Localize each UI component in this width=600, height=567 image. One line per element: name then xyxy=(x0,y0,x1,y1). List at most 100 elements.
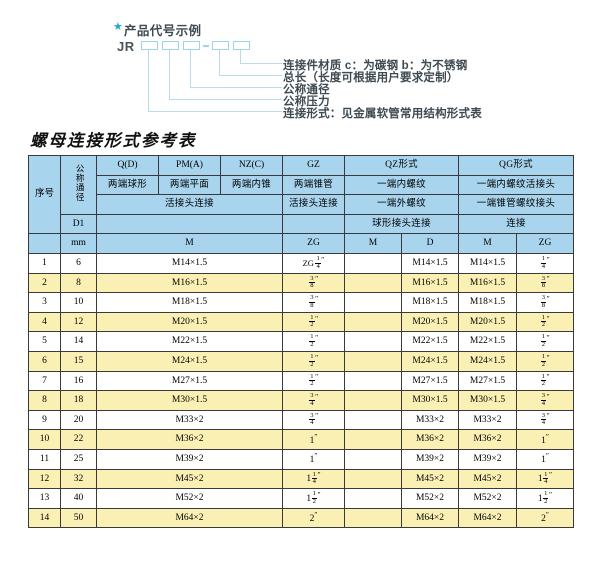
cell-qg-zg: 1 2 ″ xyxy=(515,331,575,352)
code-note-conn-type: 连接形式：见金属软管常用结构形式表 xyxy=(283,108,482,120)
cell-qg-zg: 1 2 ″ xyxy=(515,311,575,333)
code-note-bore: 公称通径 xyxy=(283,84,330,96)
cell-qz-m xyxy=(344,252,402,274)
code-box-1 xyxy=(141,41,158,50)
cell-gz: 3 4 ″ xyxy=(282,409,345,431)
header-endtype-gz: 两端锥管 xyxy=(282,174,345,196)
table-row: 5 14 M22×1.5 1 2 ″ M22×1.5 M22×1.5 1 2 ″ xyxy=(28,331,575,352)
cell-gz: 1 2 ″ xyxy=(282,331,345,352)
leader-line-5-vertical xyxy=(148,50,150,112)
cell-thread-m: M33×2 xyxy=(96,409,283,431)
cell-qg-zg: 1 1 2 ″ xyxy=(515,488,575,509)
cell-thread-m: M18×1.5 xyxy=(96,292,283,313)
cell-qz-m xyxy=(344,468,402,490)
header-unit-d-qz: D xyxy=(401,233,459,254)
cell-thread-m: M24×1.5 xyxy=(96,350,283,372)
star-icon: ★ xyxy=(113,21,123,33)
cell-dn: 15 xyxy=(60,350,97,372)
cell-qz-d: M45×2 xyxy=(401,468,459,490)
header-row-endtypes: 两端球形 两端平面 两端内锥 两端锥管 一端内螺纹 一端内螺纹活接头 xyxy=(29,174,575,196)
cell-qg-m: M16×1.5 xyxy=(458,272,517,294)
cell-dn: 6 xyxy=(60,252,97,274)
cell-qg-zg: 1″ xyxy=(515,429,575,450)
cell-qg-m: M22×1.5 xyxy=(458,331,517,352)
cell-seq: 14 xyxy=(28,507,61,529)
cell-gz: 1 2 ″ xyxy=(282,370,345,392)
cell-qz-m xyxy=(344,507,402,529)
table-row: 9 20 M33×2 3 4 ″ M33×2 M33×2 3 4 ″ xyxy=(28,409,575,431)
header-endtype-qd: 两端球形 xyxy=(96,174,159,196)
cell-thread-m: M52×2 xyxy=(96,488,283,509)
cell-dn: 18 xyxy=(60,390,97,411)
cell-dn: 8 xyxy=(60,272,97,294)
page-title: 螺母连接形式参考表 xyxy=(30,131,197,150)
cell-thread-m: M20×1.5 xyxy=(96,311,283,333)
cell-qz-m xyxy=(344,390,402,411)
cell-gz: 1 2 ″ xyxy=(282,350,345,372)
cell-seq: 8 xyxy=(28,390,61,411)
cell-seq: 4 xyxy=(28,311,61,333)
header-code-qg: QG形式 xyxy=(457,155,575,176)
header-code-qz: QZ形式 xyxy=(344,155,459,176)
cell-dn: 10 xyxy=(60,292,97,313)
cell-thread-m: M39×2 xyxy=(96,448,283,470)
cell-qz-d: M30×1.5 xyxy=(401,390,459,411)
table-row: 4 12 M20×1.5 1 2 ″ M20×1.5 M20×1.5 1 2 ″ xyxy=(28,311,575,333)
header-unit-m-left: M xyxy=(96,233,283,254)
cell-qz-d: M14×1.5 xyxy=(401,252,459,274)
cell-thread-m: M22×1.5 xyxy=(96,331,283,352)
header-conn-ball: 球形接头连接 xyxy=(344,213,459,235)
cell-qg-zg: 3 4 ″ xyxy=(515,390,575,411)
header-seq-blank xyxy=(28,233,61,254)
cell-dn: 40 xyxy=(60,488,97,509)
leader-line-4-horizontal xyxy=(169,99,282,101)
table-row: 11 25 M39×2 1″ M39×2 M39×2 1″ xyxy=(28,448,575,470)
cell-dn: 16 xyxy=(60,370,97,392)
cell-thread-m: M16×1.5 xyxy=(96,272,283,294)
code-note-pressure: 公称压力 xyxy=(283,96,330,108)
table-row: 10 22 M36×2 1″ M36×2 M36×2 1″ xyxy=(28,429,575,450)
cell-seq: 13 xyxy=(28,488,61,509)
cell-seq: 10 xyxy=(28,429,61,450)
cell-qg-zg: 1 4 ″ xyxy=(515,252,575,274)
cell-seq: 3 xyxy=(28,292,61,313)
leader-line-5-horizontal xyxy=(148,111,282,113)
cell-gz: 1″ xyxy=(282,429,345,450)
cell-dn: 50 xyxy=(60,507,97,529)
cell-thread-m: M36×2 xyxy=(96,429,283,450)
code-prefix-label: JR xyxy=(117,39,135,54)
cell-gz: 1 1 2 ″ xyxy=(282,488,345,509)
cell-qg-zg: 2″ xyxy=(515,507,575,529)
cell-seq: 11 xyxy=(28,448,61,470)
header-dn-sub: D1 xyxy=(60,213,97,235)
cell-qz-d: M52×2 xyxy=(401,488,459,509)
header-row-conn1: 活接头连接 活接头连接 一端外螺纹 一端锥管螺纹接头 xyxy=(29,194,575,215)
cell-qz-m xyxy=(344,429,402,450)
cell-seq: 5 xyxy=(28,331,61,352)
table-row: 14 50 M64×2 2″ M64×2 M64×2 2″ xyxy=(28,507,575,529)
table-row: 1 6 M14×1.5 ZG 1 4 ″ M14×1.5 M14×1.5 1 4 ″ xyxy=(28,252,575,274)
cell-qg-m: M20×1.5 xyxy=(458,311,517,333)
cell-qz-m xyxy=(344,311,402,333)
header-endtype-pma: 两端平面 xyxy=(158,174,221,196)
header-conn-union: 活接头连接 xyxy=(96,194,283,215)
cell-seq: 12 xyxy=(28,468,61,490)
cell-dn: 20 xyxy=(60,409,97,431)
cell-qg-m: M24×1.5 xyxy=(458,350,517,372)
cell-dn: 22 xyxy=(60,429,97,450)
cell-qz-d: M64×2 xyxy=(401,507,459,529)
table-row: 7 16 M27×1.5 1 2 ″ M27×1.5 M27×1.5 1 2 ″ xyxy=(28,370,575,392)
cell-qz-d: M18×1.5 xyxy=(401,292,459,313)
cell-qg-m: M52×2 xyxy=(458,488,517,509)
leader-line-1-horizontal xyxy=(240,63,282,65)
header-endtype-qz: 一端内螺纹 xyxy=(344,174,459,196)
cell-qg-zg: 3 8 ″ xyxy=(515,272,575,294)
cell-qz-d: M22×1.5 xyxy=(401,331,459,352)
header-row-conn2: D1 球形接头连接 连接 xyxy=(29,213,575,235)
leader-line-2-vertical xyxy=(219,50,221,76)
header-unit-m-qg: M xyxy=(458,233,517,254)
cell-qz-d: M36×2 xyxy=(401,429,459,450)
table-row: 6 15 M24×1.5 1 2 ″ M24×1.5 M24×1.5 1 2 ″ xyxy=(28,350,575,372)
header-conn-union-gz: 活接头连接 xyxy=(282,194,345,215)
cell-gz: 2″ xyxy=(282,507,345,529)
